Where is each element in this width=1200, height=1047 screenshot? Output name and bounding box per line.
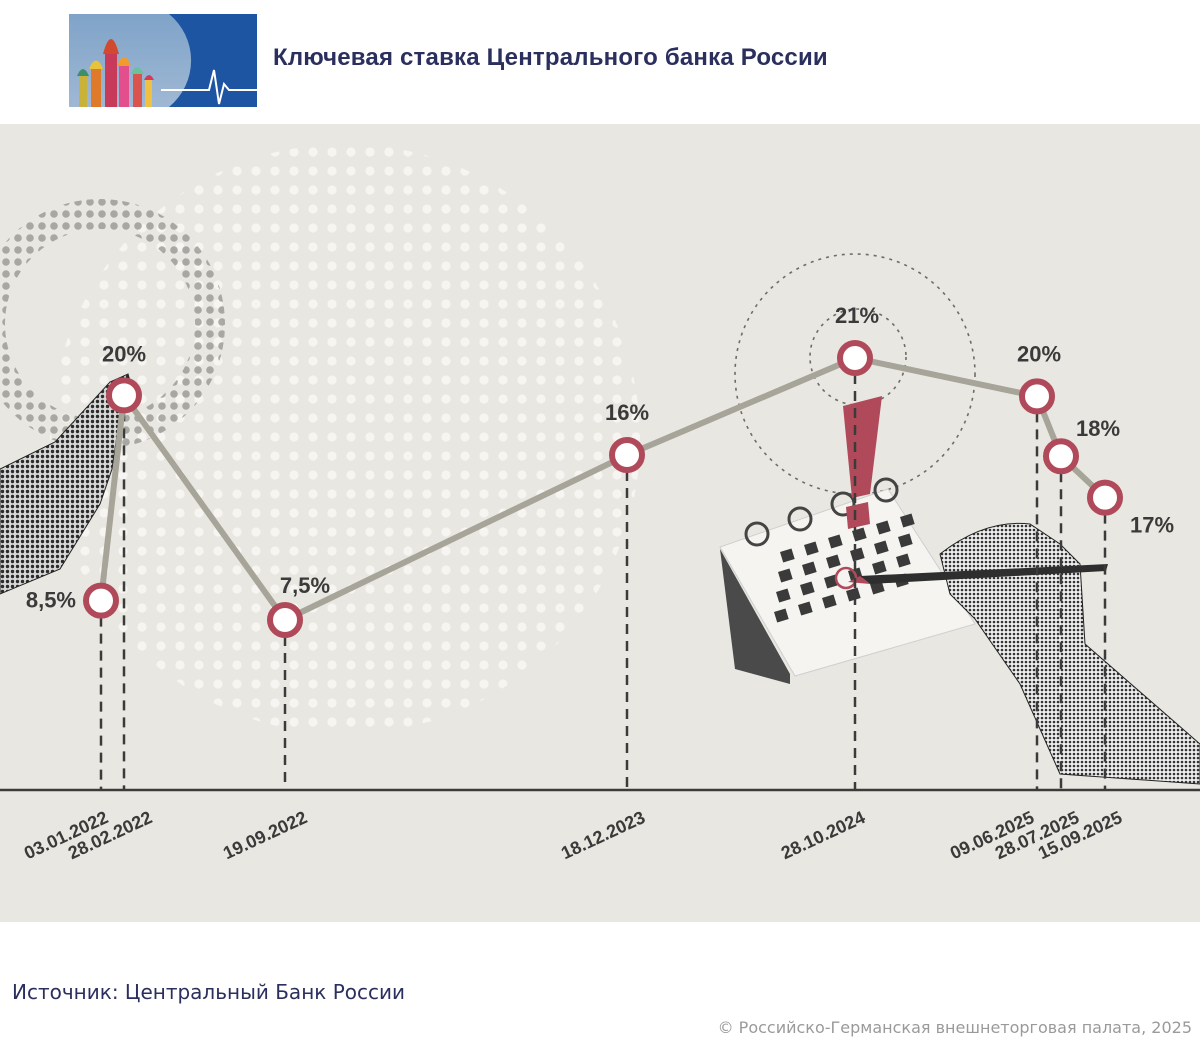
data-point-marker (1087, 479, 1123, 516)
exclamation-icon (843, 396, 882, 529)
value-label: 20% (102, 341, 146, 366)
calendar-cell (872, 560, 887, 575)
writing-hand-icon (848, 522, 1200, 785)
date-tick-label: 18.12.2023 (558, 807, 648, 863)
calendar-cell (897, 533, 913, 548)
value-label: 8,5% (26, 588, 76, 613)
data-point-marker (837, 340, 873, 376)
data-point-marker (1043, 438, 1079, 475)
value-label: 18% (1076, 416, 1120, 441)
calendar-cell (798, 601, 813, 616)
calendar-cell (804, 541, 819, 556)
calendar-cell (896, 553, 911, 568)
line-chart: 8,5%20%7,5%16%21%20%18%17% 03.01.202228.… (0, 124, 1200, 863)
data-point-marker (267, 602, 303, 638)
data-point-marker (609, 437, 645, 474)
calendar-cell (900, 513, 915, 528)
value-label: 21% (835, 303, 879, 328)
chart-panel: 8,5% 20% 7,5% 16% 21% 20% 18% 17% 03.01.2022 28.… (0, 124, 1200, 922)
data-point-marker (1019, 378, 1055, 415)
calendar-cell (846, 587, 861, 602)
date-tick-label: 28.10.2024 (778, 807, 868, 863)
calendar-cell (828, 534, 843, 549)
data-point-marker (83, 582, 119, 619)
drop-lines (99, 374, 1107, 790)
value-label: 17% (1130, 513, 1174, 538)
calendar-cell (800, 581, 815, 596)
markers (83, 340, 1123, 638)
page-title: Ключевая ставка Центрального банка Росси… (273, 44, 828, 71)
data-point-marker (106, 377, 142, 414)
calendar-icon (719, 477, 976, 684)
source-note: Источник: Центральный Банк России (12, 980, 405, 1004)
calendar-cell (874, 540, 889, 555)
calendar-cell (850, 547, 865, 562)
calendar-cell (822, 594, 837, 609)
kremlin-logo-icon (69, 14, 257, 107)
calendar-cell (779, 548, 795, 563)
value-label: 16% (605, 400, 649, 425)
calendar-cell (776, 588, 791, 603)
calendar-cell (825, 554, 841, 569)
header: Ключевая ставка Центрального банка Росси… (0, 0, 1200, 124)
calendar-cell (774, 608, 789, 623)
value-labels: 8,5% 20% 7,5% 16% 21% 20% 18% 17% (26, 303, 1174, 613)
value-label: 20% (1017, 341, 1061, 366)
value-label: 7,5% (280, 573, 330, 598)
copyright-note: © Российско-Германская внешнеторговая па… (717, 1018, 1192, 1037)
calendar-cell (870, 580, 885, 595)
calendar-cell (778, 568, 793, 583)
calendar-cell (801, 561, 817, 576)
date-tick-label: 19.09.2022 (220, 807, 310, 863)
calendar-cell (875, 520, 891, 535)
